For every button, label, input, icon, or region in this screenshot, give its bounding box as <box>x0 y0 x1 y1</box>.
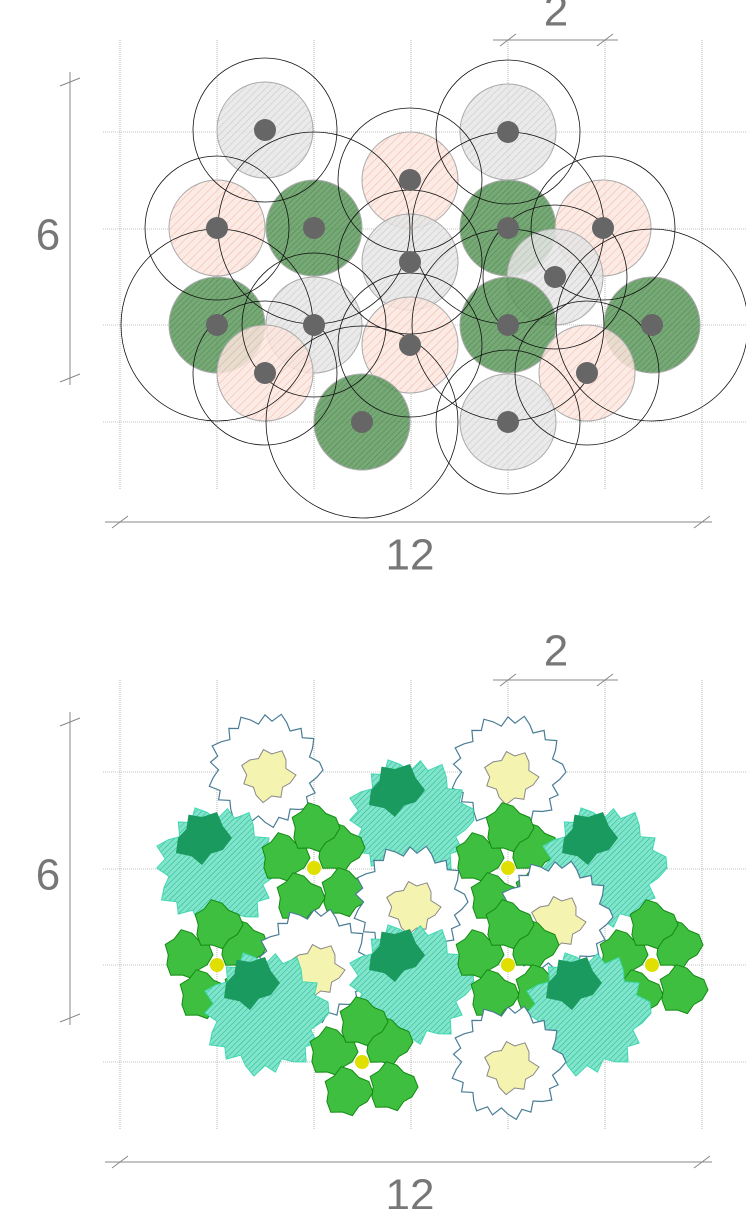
dim-tick <box>111 515 129 529</box>
dim-tick <box>596 33 614 47</box>
width-label: 12 <box>386 531 435 580</box>
plant-center <box>303 217 325 239</box>
dim-tick <box>499 33 517 47</box>
plant-center <box>592 217 614 239</box>
plant-center <box>497 411 519 433</box>
plant-center <box>210 958 224 972</box>
plant-symbol <box>562 812 618 865</box>
plant-symbol <box>485 802 535 853</box>
height-label: 6 <box>36 211 60 260</box>
plant-spread <box>482 204 628 350</box>
dim-tick <box>499 673 517 687</box>
plant-center <box>497 314 519 336</box>
plant-symbol <box>485 899 535 950</box>
bottom-plan <box>59 673 746 1169</box>
plant-center <box>501 861 515 875</box>
plant-spread <box>265 325 459 519</box>
plant-center <box>645 958 659 972</box>
plant-center <box>206 314 228 336</box>
plant-symbol <box>291 802 341 853</box>
dim-tick <box>59 373 81 383</box>
plant-center <box>497 121 519 143</box>
plant-center <box>254 362 276 384</box>
plant-center <box>399 251 421 273</box>
plant-symbol <box>369 929 425 982</box>
plant-center <box>576 362 598 384</box>
spacing-label: 2 <box>544 0 568 36</box>
plant-symbol <box>470 969 520 1020</box>
height-label: 6 <box>36 851 60 900</box>
plant-center <box>355 1055 369 1069</box>
plant-symbol <box>194 899 244 950</box>
dim-tick <box>59 77 81 87</box>
dim-tick <box>59 717 81 727</box>
plant-center <box>303 314 325 336</box>
plant-spread <box>530 155 676 301</box>
plant-symbol <box>369 1061 419 1112</box>
plant-center <box>544 266 566 288</box>
dim-tick <box>693 515 711 529</box>
top-plan <box>59 33 746 529</box>
dim-tick <box>693 1155 711 1169</box>
plant-spread <box>241 252 387 398</box>
plant-symbol <box>324 1066 374 1117</box>
plant-center <box>206 217 228 239</box>
plant-center <box>399 169 421 191</box>
plant-symbol <box>276 872 326 923</box>
plant-center <box>641 314 663 336</box>
plant-symbol <box>484 750 540 806</box>
plant-center <box>307 861 321 875</box>
plant-symbol <box>546 957 602 1010</box>
plant-center <box>351 411 373 433</box>
spacing-label: 2 <box>544 627 568 676</box>
plant-center <box>501 958 515 972</box>
plant-spread <box>435 59 581 205</box>
plant-symbol <box>386 880 442 936</box>
dim-tick <box>59 1013 81 1023</box>
plant-spread <box>192 300 338 446</box>
plant-spread <box>435 349 581 495</box>
dimension-labels: 2 6 12 2 6 12 <box>36 0 568 1209</box>
dim-tick <box>596 673 614 687</box>
plant-spread <box>514 300 660 446</box>
plant-center <box>497 217 519 239</box>
plant-symbol <box>176 812 232 865</box>
plant-center <box>399 334 421 356</box>
plant-symbol <box>224 957 280 1010</box>
plant-symbol <box>659 964 709 1015</box>
plant-symbol <box>484 1040 540 1096</box>
plant-spread <box>144 155 290 301</box>
dim-tick <box>111 1155 129 1169</box>
plant-symbol <box>369 764 425 817</box>
plant-center <box>254 119 276 141</box>
plant-symbol <box>629 899 679 950</box>
plant-spread <box>192 57 338 203</box>
plant-spread <box>555 228 746 422</box>
plant-symbol <box>241 748 297 804</box>
width-label: 12 <box>386 1171 435 1209</box>
plant-symbol <box>339 996 389 1047</box>
